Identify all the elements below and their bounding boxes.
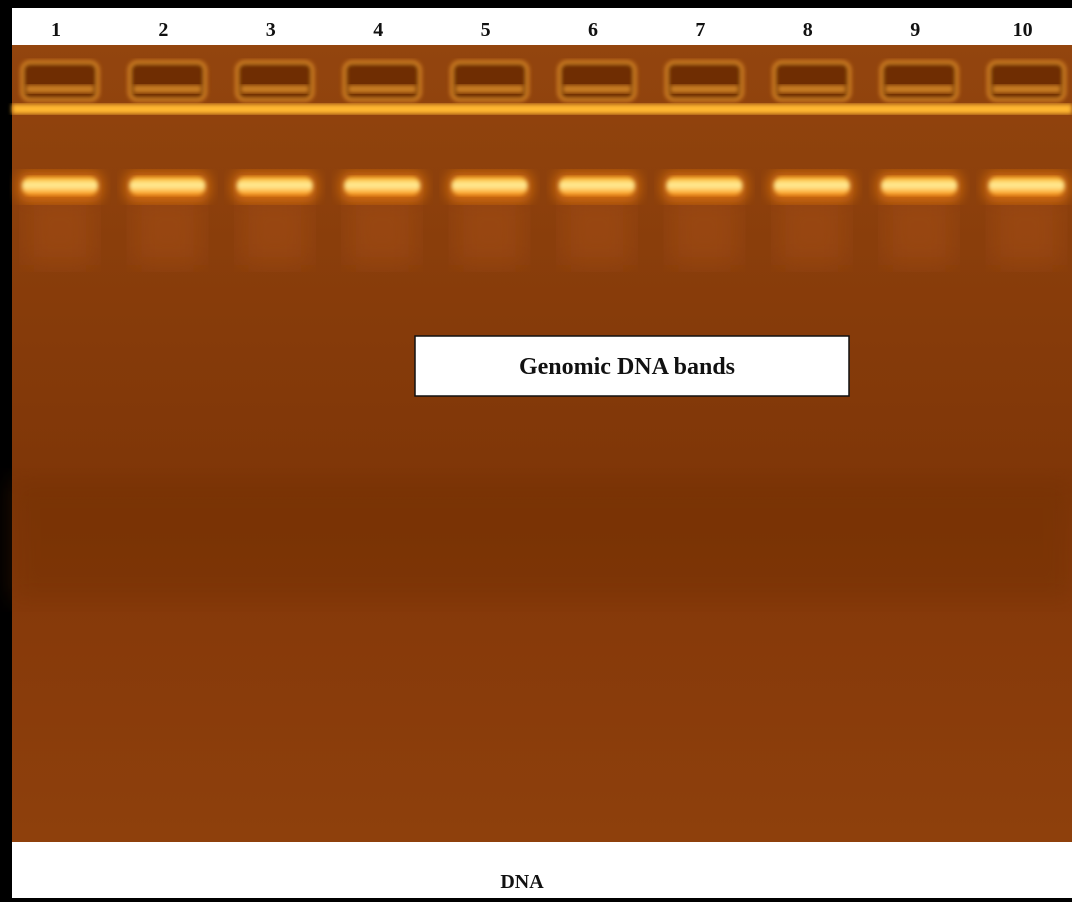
well [772, 60, 852, 102]
well [987, 60, 1067, 102]
lane-label: 5 [481, 19, 491, 41]
well-glow [885, 85, 954, 93]
band [22, 177, 98, 195]
well-glow [133, 85, 202, 93]
well-glow [777, 85, 846, 93]
band [881, 177, 958, 195]
gel [12, 45, 1072, 842]
well [127, 60, 207, 102]
smear [455, 195, 524, 265]
well-glow [26, 85, 94, 93]
band [773, 177, 850, 195]
annotation-box [414, 335, 850, 397]
well [450, 60, 530, 102]
band [666, 177, 743, 195]
well-glow [240, 85, 309, 93]
lane-label: 10 [1013, 19, 1033, 41]
smear [670, 195, 739, 265]
well-glow [670, 85, 739, 93]
smear [133, 195, 202, 265]
smear [992, 195, 1061, 265]
lane-label: 1 [51, 19, 61, 41]
well [879, 60, 959, 102]
well [20, 60, 100, 102]
well-glow [348, 85, 417, 93]
band [236, 177, 313, 195]
well-edge [12, 104, 1072, 114]
well [557, 60, 637, 102]
well [664, 60, 744, 102]
well [235, 60, 315, 102]
caption: DNA [500, 871, 544, 893]
band [129, 177, 206, 195]
well-glow [992, 85, 1061, 93]
gel-shade [12, 480, 1072, 600]
smear [563, 195, 631, 265]
band [559, 177, 635, 195]
lane-label: 7 [695, 19, 705, 41]
lane-label: 2 [158, 19, 168, 41]
annotation: Genomic DNA bands [519, 354, 735, 380]
smear [240, 195, 309, 265]
smear [348, 195, 417, 265]
band [988, 177, 1065, 195]
lane-label: 8 [803, 19, 813, 41]
band [344, 177, 421, 195]
smear [885, 195, 954, 265]
well-glow [455, 85, 524, 93]
smear [26, 195, 94, 265]
lanes [18, 60, 1069, 265]
lane-label: 4 [373, 19, 383, 41]
band [451, 177, 528, 195]
well [342, 60, 422, 102]
lane-label: 3 [266, 19, 276, 41]
smear [777, 195, 846, 265]
lane-label: 9 [910, 19, 920, 41]
lane-label: 6 [588, 19, 598, 41]
well-glow [563, 85, 631, 93]
